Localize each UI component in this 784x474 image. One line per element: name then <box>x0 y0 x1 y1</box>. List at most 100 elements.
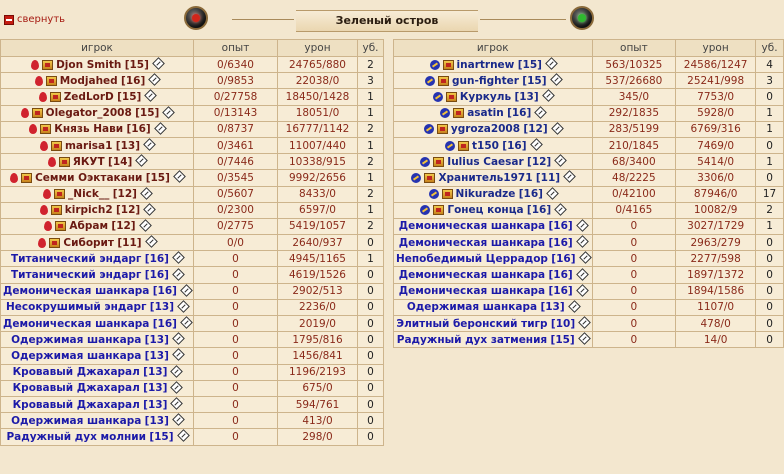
player-name[interactable]: Гонец конца <box>447 204 524 217</box>
mob-name[interactable]: Элитный беронский тигр <box>396 317 548 330</box>
info-icon[interactable] <box>550 122 564 135</box>
player-name[interactable]: Семми Оэктакани <box>35 171 143 184</box>
clan-icon[interactable] <box>50 205 62 216</box>
player-name[interactable]: Абрам <box>69 220 109 233</box>
info-icon[interactable] <box>545 57 558 70</box>
info-icon[interactable] <box>162 106 176 119</box>
mob-name[interactable]: Одержимая шанкара <box>11 333 142 346</box>
clan-icon[interactable] <box>49 91 61 102</box>
collapse-link[interactable]: свернуть <box>4 14 65 25</box>
player-name[interactable]: Куркуль <box>459 90 512 103</box>
player-name[interactable]: Iulius Caesar <box>447 155 524 168</box>
mob-name[interactable]: Одержимая шанкара <box>11 349 142 362</box>
player-name[interactable]: asatin <box>467 107 504 120</box>
mob-name[interactable]: Одержимая шанкара <box>11 414 142 427</box>
info-icon[interactable] <box>170 365 184 378</box>
player-name[interactable]: ZedLorD <box>63 90 114 103</box>
clan-icon[interactable] <box>21 172 33 183</box>
info-icon[interactable] <box>567 300 581 313</box>
info-icon[interactable] <box>170 381 184 394</box>
info-icon[interactable] <box>577 332 591 346</box>
clan-icon[interactable] <box>458 140 469 151</box>
info-icon[interactable] <box>534 106 548 119</box>
info-icon[interactable] <box>180 284 193 297</box>
clan-icon[interactable] <box>424 172 436 183</box>
clan-icon[interactable] <box>433 205 445 216</box>
mob-name[interactable]: Демоническая шанкара <box>398 220 546 233</box>
info-icon[interactable] <box>172 348 185 362</box>
player-name[interactable]: _Nick__ <box>68 188 110 201</box>
player-name[interactable]: Сиборит <box>63 236 114 249</box>
info-icon[interactable] <box>177 300 190 313</box>
info-icon[interactable] <box>144 235 158 249</box>
mob-name[interactable]: Титанический эндарг <box>11 269 142 282</box>
info-icon[interactable] <box>541 89 555 103</box>
clan-icon[interactable] <box>45 75 57 86</box>
info-icon[interactable] <box>173 170 186 184</box>
clan-icon[interactable] <box>438 75 450 86</box>
player-name[interactable]: marisa1 <box>64 139 113 152</box>
player-name[interactable]: Князь Нави <box>54 123 124 136</box>
clan-icon[interactable] <box>42 59 54 70</box>
clan-icon[interactable] <box>441 189 453 200</box>
clan-icon[interactable] <box>433 156 445 167</box>
info-icon[interactable] <box>172 267 185 281</box>
player-name[interactable]: Nikuradze <box>455 188 516 201</box>
mob-name[interactable]: Демоническая шанкара <box>398 269 546 282</box>
mob-name[interactable]: Непобедимый Церрадор <box>396 252 548 265</box>
mob-name[interactable]: Кровавый Джахарал <box>12 382 140 395</box>
player-name[interactable]: ygroza2008 <box>450 123 521 136</box>
info-icon[interactable] <box>575 284 589 297</box>
clan-icon[interactable] <box>31 108 43 119</box>
info-icon[interactable] <box>549 73 563 87</box>
info-icon[interactable] <box>135 154 149 168</box>
clan-icon[interactable] <box>49 237 61 248</box>
info-icon[interactable] <box>575 219 589 232</box>
clan-icon[interactable] <box>50 140 62 151</box>
player-name[interactable]: inartrnew <box>456 58 515 71</box>
player-name[interactable]: Хранитель1971 <box>438 171 533 184</box>
info-icon[interactable] <box>563 170 576 184</box>
clan-icon[interactable] <box>442 59 454 70</box>
info-icon[interactable] <box>578 316 592 329</box>
mob-name[interactable]: Несокрушимый эндарг <box>5 301 147 314</box>
mob-name[interactable]: Радужный дух молнии <box>6 430 146 443</box>
info-icon[interactable] <box>554 154 568 168</box>
player-name[interactable]: kirpich2 <box>64 204 113 217</box>
info-icon[interactable] <box>153 122 167 135</box>
clan-icon[interactable] <box>436 124 448 135</box>
info-icon[interactable] <box>172 332 185 346</box>
mob-name[interactable]: Демоническая шанкара <box>398 285 546 298</box>
clan-icon[interactable] <box>445 91 457 102</box>
player-name[interactable]: ЯКУТ <box>72 155 105 168</box>
info-icon[interactable] <box>140 187 153 200</box>
info-icon[interactable] <box>172 413 185 427</box>
info-icon[interactable] <box>144 89 158 103</box>
mob-name[interactable]: Кровавый Джахарал <box>12 398 140 411</box>
info-icon[interactable] <box>575 267 589 281</box>
info-icon[interactable] <box>575 235 589 249</box>
clan-icon[interactable] <box>55 221 67 232</box>
info-icon[interactable] <box>148 73 162 87</box>
mob-name[interactable]: Одержимая шанкара <box>406 301 538 314</box>
mob-name[interactable]: Радужный дух затмения <box>396 333 548 346</box>
info-icon[interactable] <box>172 251 185 265</box>
clan-icon[interactable] <box>54 189 66 200</box>
clan-icon[interactable] <box>58 156 70 167</box>
info-icon[interactable] <box>143 138 156 151</box>
info-icon[interactable] <box>138 219 152 232</box>
player-name[interactable]: gun-fighter <box>452 74 519 87</box>
mob-name[interactable]: Демоническая шанкара <box>3 317 150 330</box>
info-icon[interactable] <box>529 138 543 151</box>
player-name[interactable]: t150 <box>472 139 499 152</box>
info-icon[interactable] <box>176 429 190 443</box>
player-name[interactable]: Modjahed <box>59 74 118 87</box>
info-icon[interactable] <box>170 397 184 410</box>
player-name[interactable]: Djon Smith <box>56 58 122 71</box>
clan-icon[interactable] <box>453 108 465 119</box>
clan-icon[interactable] <box>40 124 52 135</box>
mob-name[interactable]: Демоническая шанкара <box>3 285 150 298</box>
mob-name[interactable]: Кровавый Джахарал <box>12 366 140 379</box>
info-icon[interactable] <box>152 57 165 70</box>
info-icon[interactable] <box>546 187 559 200</box>
